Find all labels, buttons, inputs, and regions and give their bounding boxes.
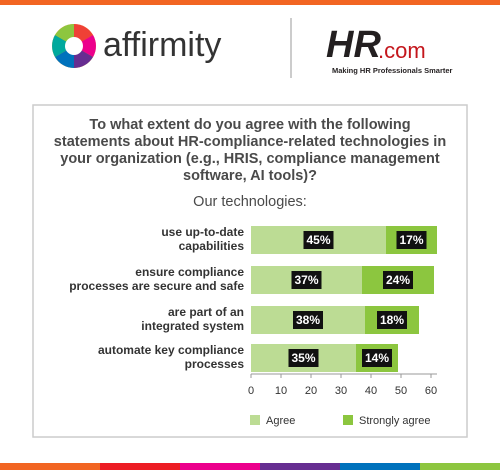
- x-tick-label: 10: [275, 385, 287, 397]
- value-label: 35%: [291, 351, 315, 365]
- value-label-box: [383, 271, 413, 289]
- category-label: capabilities: [179, 239, 245, 253]
- card: [32, 104, 468, 438]
- x-tick-label: 40: [365, 385, 377, 397]
- hr-logo-suffix: .com: [378, 38, 426, 63]
- category-label: ensure compliance: [135, 265, 244, 279]
- category-label: processes are secure and safe: [69, 279, 244, 293]
- category-label: are part of an: [168, 305, 244, 319]
- value-label-box: [291, 271, 322, 289]
- value-label: 24%: [386, 273, 410, 287]
- value-label-box: [303, 231, 334, 249]
- hr-logo: HR: [326, 24, 381, 66]
- category-label: use up-to-date: [161, 225, 244, 239]
- category-label: automate key compliance: [98, 343, 244, 357]
- legend-label: Agree: [266, 415, 295, 427]
- category-label: integrated system: [141, 319, 244, 333]
- value-label-box: [377, 311, 407, 329]
- x-tick-label: 50: [395, 385, 407, 397]
- legend-label: Strongly agree: [359, 415, 431, 427]
- chart-subtitle: Our technologies:: [193, 194, 307, 210]
- value-label: 38%: [296, 313, 320, 327]
- value-label: 37%: [294, 273, 318, 287]
- x-tick-label: 0: [248, 385, 254, 397]
- x-tick-label: 30: [335, 385, 347, 397]
- legend-swatch: [250, 415, 260, 425]
- value-label-box: [288, 349, 319, 367]
- value-label-box: [362, 349, 392, 367]
- legend-swatch: [343, 415, 353, 425]
- value-label-box: [293, 311, 323, 329]
- affirmity-icon: [52, 24, 96, 68]
- value-label: 45%: [306, 233, 330, 247]
- hr-tagline: Making HR Professionals Smarter: [332, 66, 453, 75]
- value-label: 14%: [365, 351, 389, 365]
- bottom-stripe: [0, 463, 500, 470]
- chart-title: To what extent do you agree with the fol…: [53, 117, 447, 184]
- value-label: 18%: [380, 313, 404, 327]
- affirmity-logo: affirmity: [103, 26, 221, 64]
- top-stripe: [0, 0, 500, 5]
- category-label: processes: [185, 357, 245, 371]
- value-label: 17%: [399, 233, 423, 247]
- value-label-box: [396, 231, 427, 249]
- x-tick-label: 20: [305, 385, 317, 397]
- x-tick-label: 60: [425, 385, 437, 397]
